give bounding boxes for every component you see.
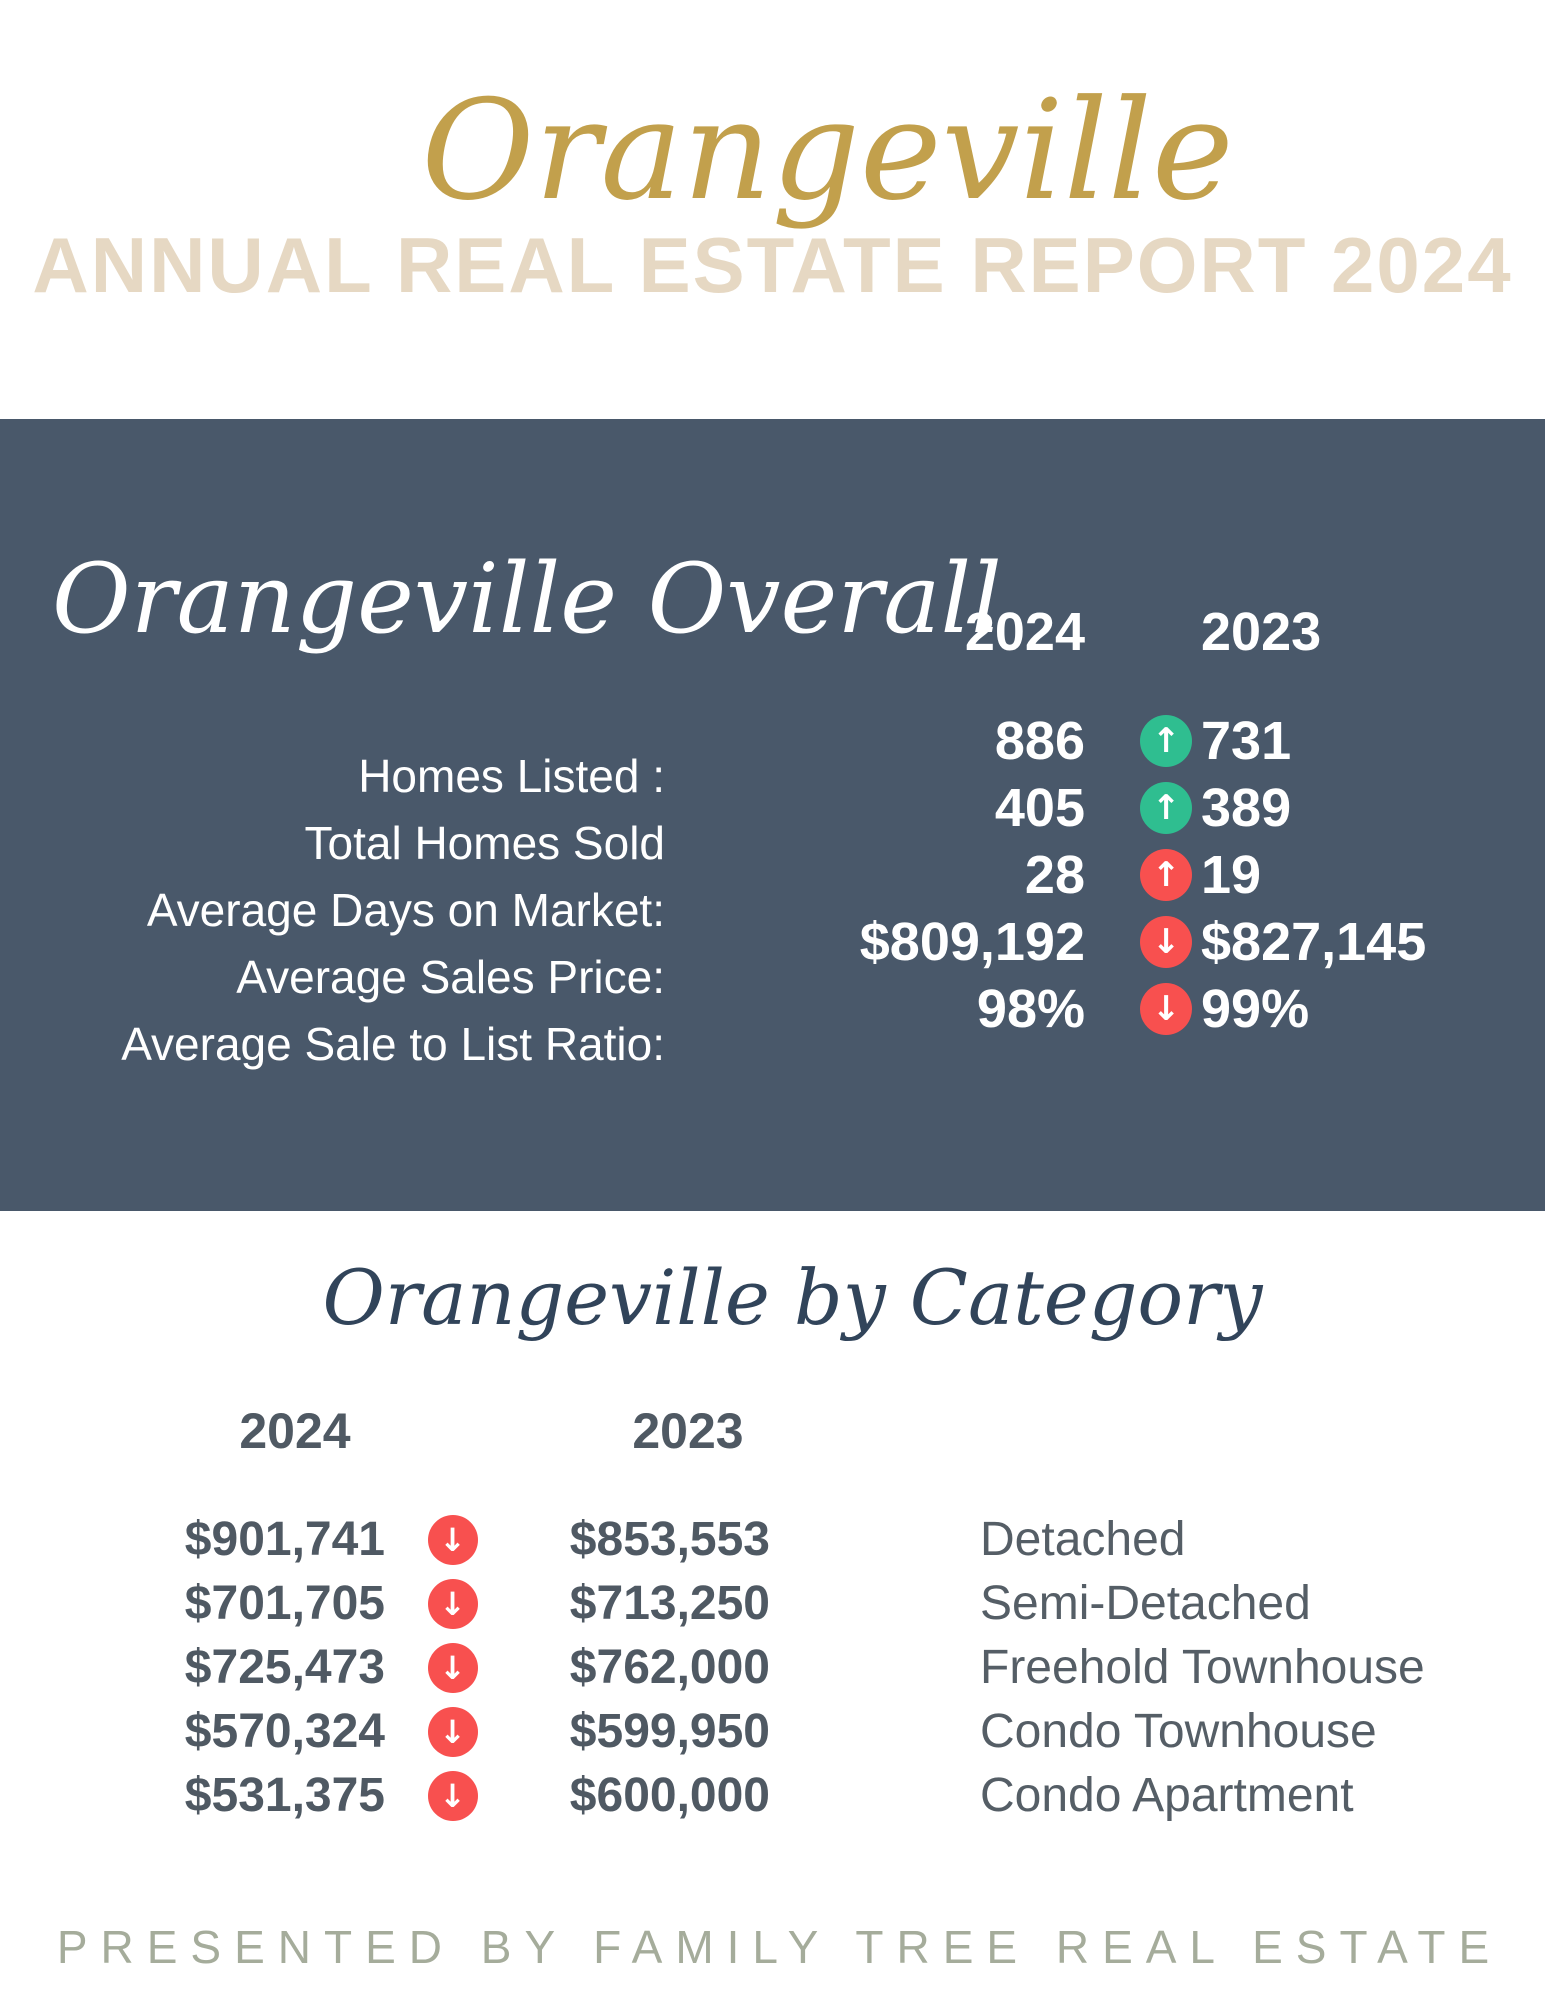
category-value-2024: $570,324 [184,1705,385,1758]
stat-label: Average Sales Price: [236,950,665,1003]
trend-down-icon: ↓ [427,1771,478,1821]
trend-up-icon: ↑ [1140,714,1192,767]
category-value-2023: $762,000 [569,1641,770,1694]
category-label: Condo Apartment [980,1769,1354,1822]
overall-column-header-2024: 2024 [964,602,1085,662]
category-value-2024: $901,741 [184,1513,385,1566]
stat-value-2024: 405 [994,777,1085,838]
trend-down-icon: ↓ [427,1579,478,1629]
trend-cell: ↓ [1085,908,1201,975]
stat-value-2024: 886 [994,710,1085,771]
stat-value-2023: 99% [1201,978,1310,1039]
stat-value-2023: 389 [1201,777,1292,838]
stat-value-2023: 731 [1201,710,1292,771]
trend-cell: ↑ [1085,774,1201,841]
category-value-2023: $853,553 [569,1513,770,1566]
category-column-header-2024: 2024 [239,1403,351,1459]
trend-cell: ↓ [385,1572,520,1636]
category-value-2023: $599,950 [569,1705,770,1758]
stat-value-2023: $827,145 [1201,911,1427,972]
overall-stats-table: Homes Listed : 886 ↑ 731 Total Homes Sol… [0,707,1545,1067]
category-label: Condo Townhouse [980,1705,1377,1758]
category-value-2023: $713,250 [569,1577,770,1630]
overall-section: Orangeville Overall 2024 2023 Homes List… [0,419,1545,1211]
trend-cell: ↓ [1085,975,1201,1042]
trend-down-icon: ↓ [427,1643,478,1693]
trend-cell: ↑ [1085,707,1201,774]
trend-cell: ↓ [385,1636,520,1700]
category-label: Detached [980,1513,1186,1566]
category-label: Semi-Detached [980,1577,1311,1630]
category-column-header-2023: 2023 [632,1403,744,1459]
trend-up-icon: ↑ [1140,848,1192,901]
trend-cell: ↑ [1085,841,1201,908]
trend-down-icon: ↓ [1140,915,1192,968]
category-value-2024: $531,375 [184,1769,385,1822]
category-stats-table: $901,741 ↓ $853,553 Detached $701,705 ↓ … [0,1508,1425,1828]
stat-value-2023: 19 [1201,844,1262,905]
header-script-title: Orangeville [421,70,1234,231]
stat-label: Homes Listed : [358,749,665,802]
overall-column-header-2023: 2023 [1201,602,1322,662]
category-section-title: Orangeville by Category [322,1253,1263,1342]
trend-cell: ↓ [385,1508,520,1572]
trend-cell: ↓ [385,1700,520,1764]
page-title: ANNUAL REAL ESTATE REPORT 2024 [32,221,1513,309]
stat-label: Average Sale to List Ratio: [121,1017,665,1070]
trend-down-icon: ↓ [1140,982,1192,1035]
footer-presented-by: PRESENTED BY FAMILY TREE REAL ESTATE [56,1921,1503,1973]
trend-down-icon: ↓ [427,1515,478,1565]
stat-label: Total Homes Sold [304,816,666,869]
category-value-2024: $725,473 [184,1641,385,1694]
category-value-2024: $701,705 [184,1577,385,1630]
stat-value-2024: 98% [976,978,1085,1039]
stat-value-2024: 28 [1024,844,1085,905]
category-label: Freehold Townhouse [980,1641,1425,1694]
overall-section-title: Orangeville Overall [52,543,1002,655]
stat-value-2024: $809,192 [859,911,1085,972]
category-value-2023: $600,000 [569,1769,770,1822]
trend-up-icon: ↑ [1140,781,1192,834]
trend-down-icon: ↓ [427,1707,478,1757]
stat-label: Average Days on Market: [146,883,665,936]
trend-cell: ↓ [385,1764,520,1828]
